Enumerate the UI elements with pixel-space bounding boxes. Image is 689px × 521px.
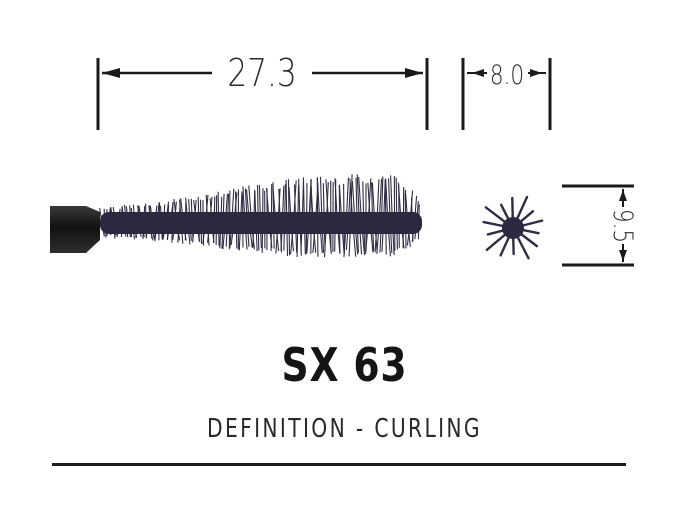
diameter-arrowhead-top xyxy=(619,190,627,201)
brush-handle xyxy=(50,206,100,253)
brush-cross-section xyxy=(482,195,544,260)
length-dimension: 27.3 xyxy=(96,52,429,130)
bottom-divider xyxy=(52,463,626,466)
length-arrowhead-right xyxy=(405,68,423,78)
product-description: DEFINITION - CURLING xyxy=(206,414,482,444)
brush-core xyxy=(100,212,422,234)
diameter-arrowhead-bottom xyxy=(619,250,627,261)
diameter-dimension: 9.5 xyxy=(562,184,639,267)
tip-arrowhead-right xyxy=(530,69,542,77)
product-model-title: SX 63 xyxy=(281,338,408,392)
tip-width-label: 8.0 xyxy=(490,59,524,91)
brush-side-view xyxy=(50,174,422,258)
tip-width-dimension: 8.0 xyxy=(461,58,552,130)
cross-section-core xyxy=(502,217,524,239)
tip-arrowhead-left xyxy=(472,69,484,77)
diameter-label: 9.5 xyxy=(607,209,639,243)
length-arrowhead-left xyxy=(102,68,120,78)
length-label: 27.3 xyxy=(227,52,296,96)
